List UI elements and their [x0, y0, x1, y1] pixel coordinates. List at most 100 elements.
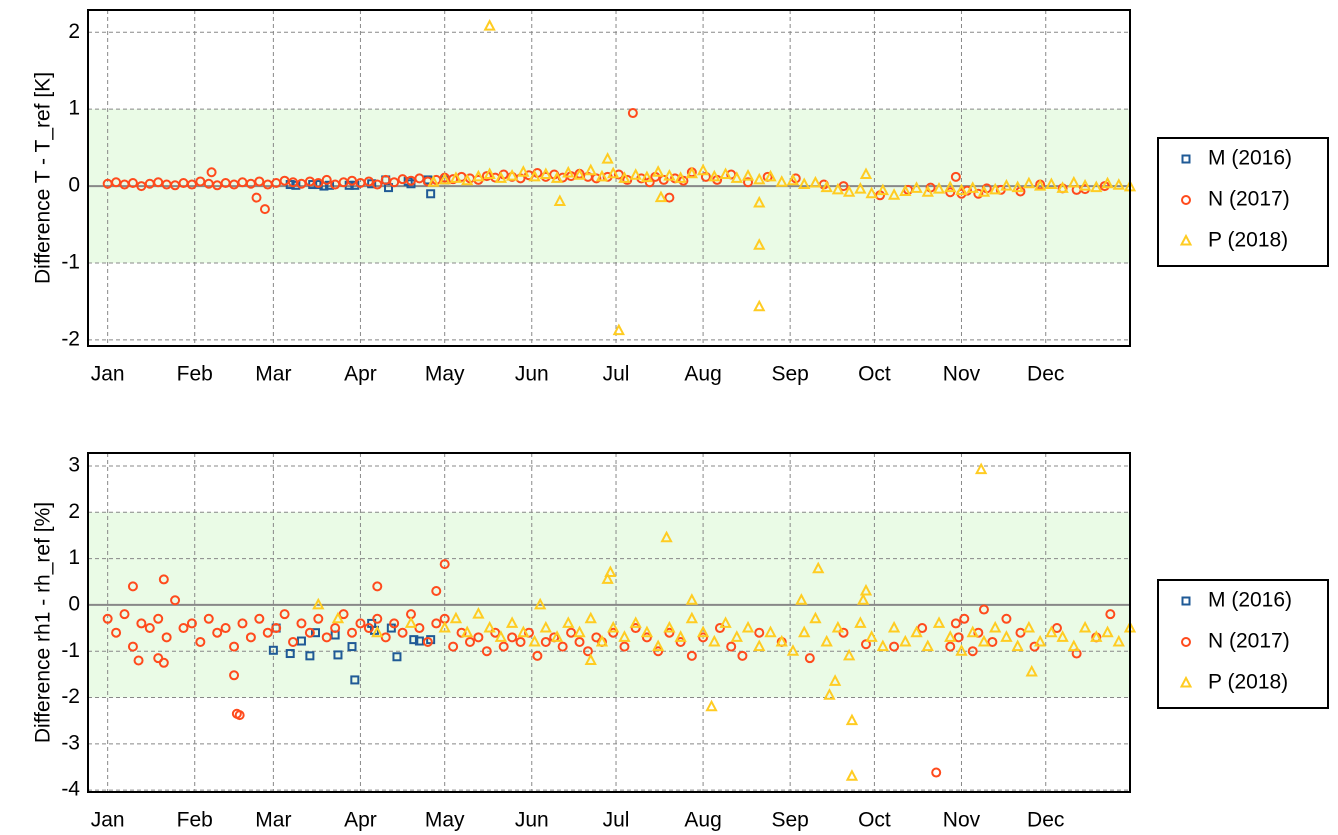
x-tick-label: Sep — [771, 809, 808, 832]
data-point — [304, 627, 315, 638]
data-point — [619, 641, 630, 652]
data-point — [663, 620, 676, 633]
data-point — [726, 641, 737, 652]
data-point — [675, 636, 686, 647]
data-point — [685, 611, 699, 624]
data-point — [601, 152, 614, 164]
data-point — [775, 175, 788, 187]
legend-label: M (2016) — [1208, 589, 1292, 612]
data-point — [663, 168, 676, 181]
data-point — [254, 176, 265, 187]
x-tick-label: Nov — [943, 809, 981, 832]
data-point — [404, 616, 418, 628]
data-point — [674, 630, 687, 642]
data-point — [831, 620, 845, 633]
plot-frame — [87, 9, 1131, 347]
data-point — [966, 181, 979, 193]
data-point — [1033, 178, 1047, 191]
data-point — [955, 183, 968, 196]
data-point — [660, 530, 673, 543]
data-point — [483, 167, 496, 180]
data-point — [414, 623, 425, 634]
legend-marker — [1181, 637, 1191, 647]
data-point — [654, 190, 668, 203]
data-point — [582, 646, 593, 657]
data-point — [203, 613, 214, 624]
data-point — [1101, 176, 1114, 189]
data-point — [153, 613, 164, 624]
data-point — [944, 180, 957, 193]
data-point — [212, 627, 223, 638]
data-point — [664, 192, 675, 203]
data-point — [372, 581, 383, 592]
y-tick-label: 0 — [68, 592, 80, 615]
data-point — [859, 167, 873, 180]
data-point — [1022, 620, 1036, 633]
data-point — [220, 623, 231, 634]
data-point — [859, 583, 873, 596]
data-point — [932, 182, 946, 194]
data-point — [809, 175, 822, 188]
plot-frame — [87, 452, 1131, 793]
data-point — [989, 620, 1002, 633]
data-point — [955, 644, 968, 656]
x-tick-label: Mar — [255, 363, 291, 386]
data-point — [367, 179, 377, 189]
data-point — [245, 632, 256, 643]
data-point — [483, 620, 496, 633]
data-point — [1078, 178, 1092, 191]
data-point — [229, 670, 240, 681]
data-point — [472, 169, 485, 182]
y-tick-label: -2 — [61, 685, 80, 708]
data-point — [438, 172, 451, 185]
data-point — [338, 609, 349, 620]
data-point — [753, 299, 766, 312]
data-point — [481, 646, 492, 657]
data-point — [1056, 630, 1069, 642]
x-tick-label: Nov — [943, 363, 981, 386]
data-point — [1051, 623, 1062, 634]
data-point — [899, 634, 912, 647]
data-point — [622, 174, 633, 185]
data-point — [158, 574, 169, 585]
data-point — [705, 699, 718, 712]
data-point — [608, 627, 619, 638]
data-point — [422, 636, 433, 647]
data-point — [449, 171, 463, 183]
data-point — [371, 625, 384, 638]
data-point — [876, 183, 890, 196]
data-point — [978, 604, 989, 615]
data-point — [296, 636, 306, 646]
data-point — [1112, 178, 1125, 190]
data-point — [321, 632, 332, 643]
data-point — [630, 623, 641, 634]
data-point — [627, 108, 638, 119]
data-point — [798, 625, 811, 638]
data-point — [910, 625, 923, 638]
x-tick-label: Jan — [91, 809, 125, 832]
data-point — [1045, 177, 1058, 190]
data-point — [1078, 620, 1092, 633]
data-point — [950, 618, 961, 629]
legend-label: N (2017) — [1208, 630, 1290, 653]
data-point — [845, 769, 859, 781]
data-point — [528, 169, 541, 182]
x-tick-label: Oct — [858, 363, 891, 386]
data-point — [753, 195, 766, 208]
data-point — [288, 636, 299, 647]
data-point — [1090, 180, 1103, 193]
data-point — [831, 182, 845, 195]
data-point — [392, 652, 402, 662]
data-point — [310, 628, 320, 638]
data-point — [809, 611, 822, 624]
data-point — [550, 630, 564, 642]
data-point — [685, 166, 699, 179]
data-point — [708, 169, 721, 182]
data-point — [865, 630, 878, 642]
data-point — [313, 613, 324, 624]
data-point — [820, 180, 833, 193]
data-point — [296, 618, 307, 629]
data-point — [553, 194, 567, 206]
data-point — [708, 634, 721, 647]
